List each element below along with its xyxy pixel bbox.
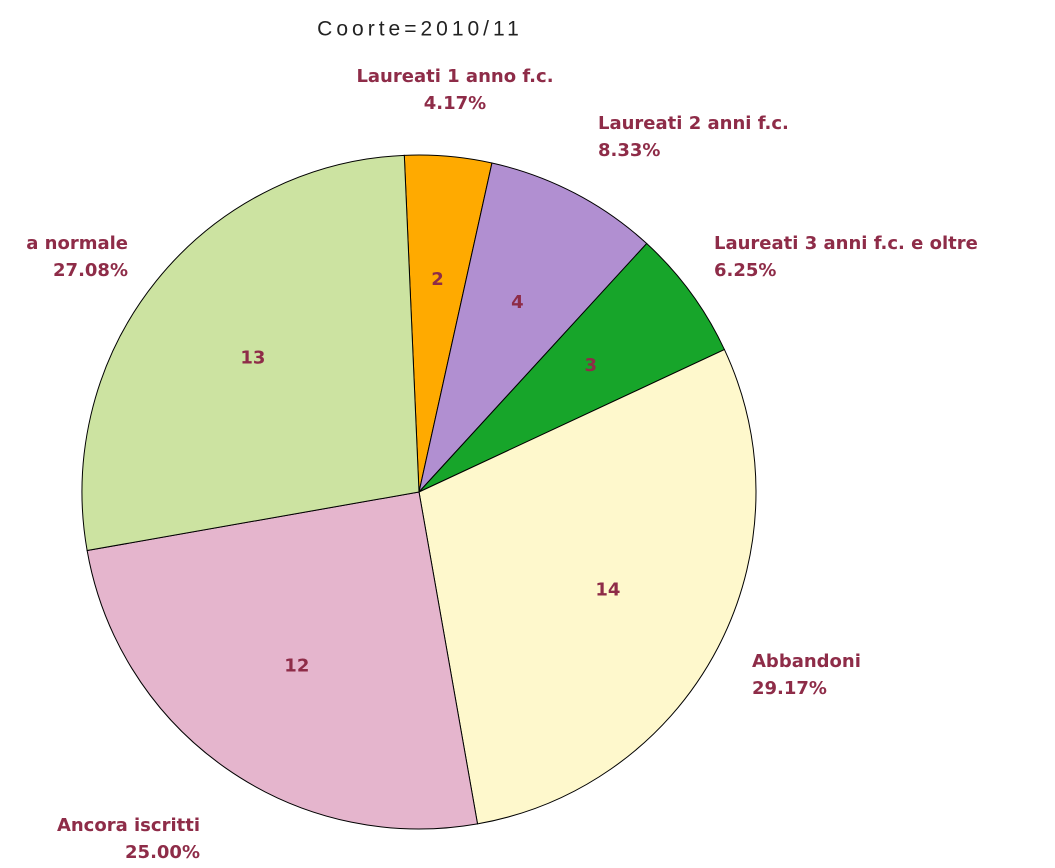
pie-slice <box>418 242 726 493</box>
slice-percentage-label: 25.00% <box>125 842 200 863</box>
chart-title: Coorte=2010/11 <box>317 18 523 41</box>
slice-value-label: 3 <box>585 355 598 376</box>
slice-value-label: 12 <box>284 655 309 676</box>
slice-category-label: Laureati 3 anni f.c. e oltre <box>714 233 978 254</box>
slice-percentage-label: 6.25% <box>714 260 776 281</box>
pie-slice <box>418 348 757 825</box>
slice-percentage-label: 4.17% <box>424 93 486 114</box>
pie-slice <box>418 162 648 494</box>
slice-value-label: 14 <box>595 579 620 600</box>
slice-percentage-label: 8.33% <box>598 140 660 161</box>
slice-value-label: 13 <box>240 348 265 369</box>
slice-category-label: Ancora iscritti <box>57 815 200 836</box>
slice-percentage-label: 29.17% <box>752 678 827 699</box>
slice-category-label: a normale <box>26 233 128 254</box>
slice-category-label: Abbandoni <box>752 651 861 672</box>
slice-percentage-label: 27.08% <box>53 260 128 281</box>
slice-value-label: 4 <box>511 292 524 313</box>
slice-value-label: 2 <box>431 269 444 290</box>
slice-category-label: Laureati 2 anni f.c. <box>598 113 789 134</box>
slice-category-label: Laureati 1 anno f.c. <box>356 66 553 87</box>
pie-slice <box>86 491 479 830</box>
pie-slice <box>81 154 420 552</box>
